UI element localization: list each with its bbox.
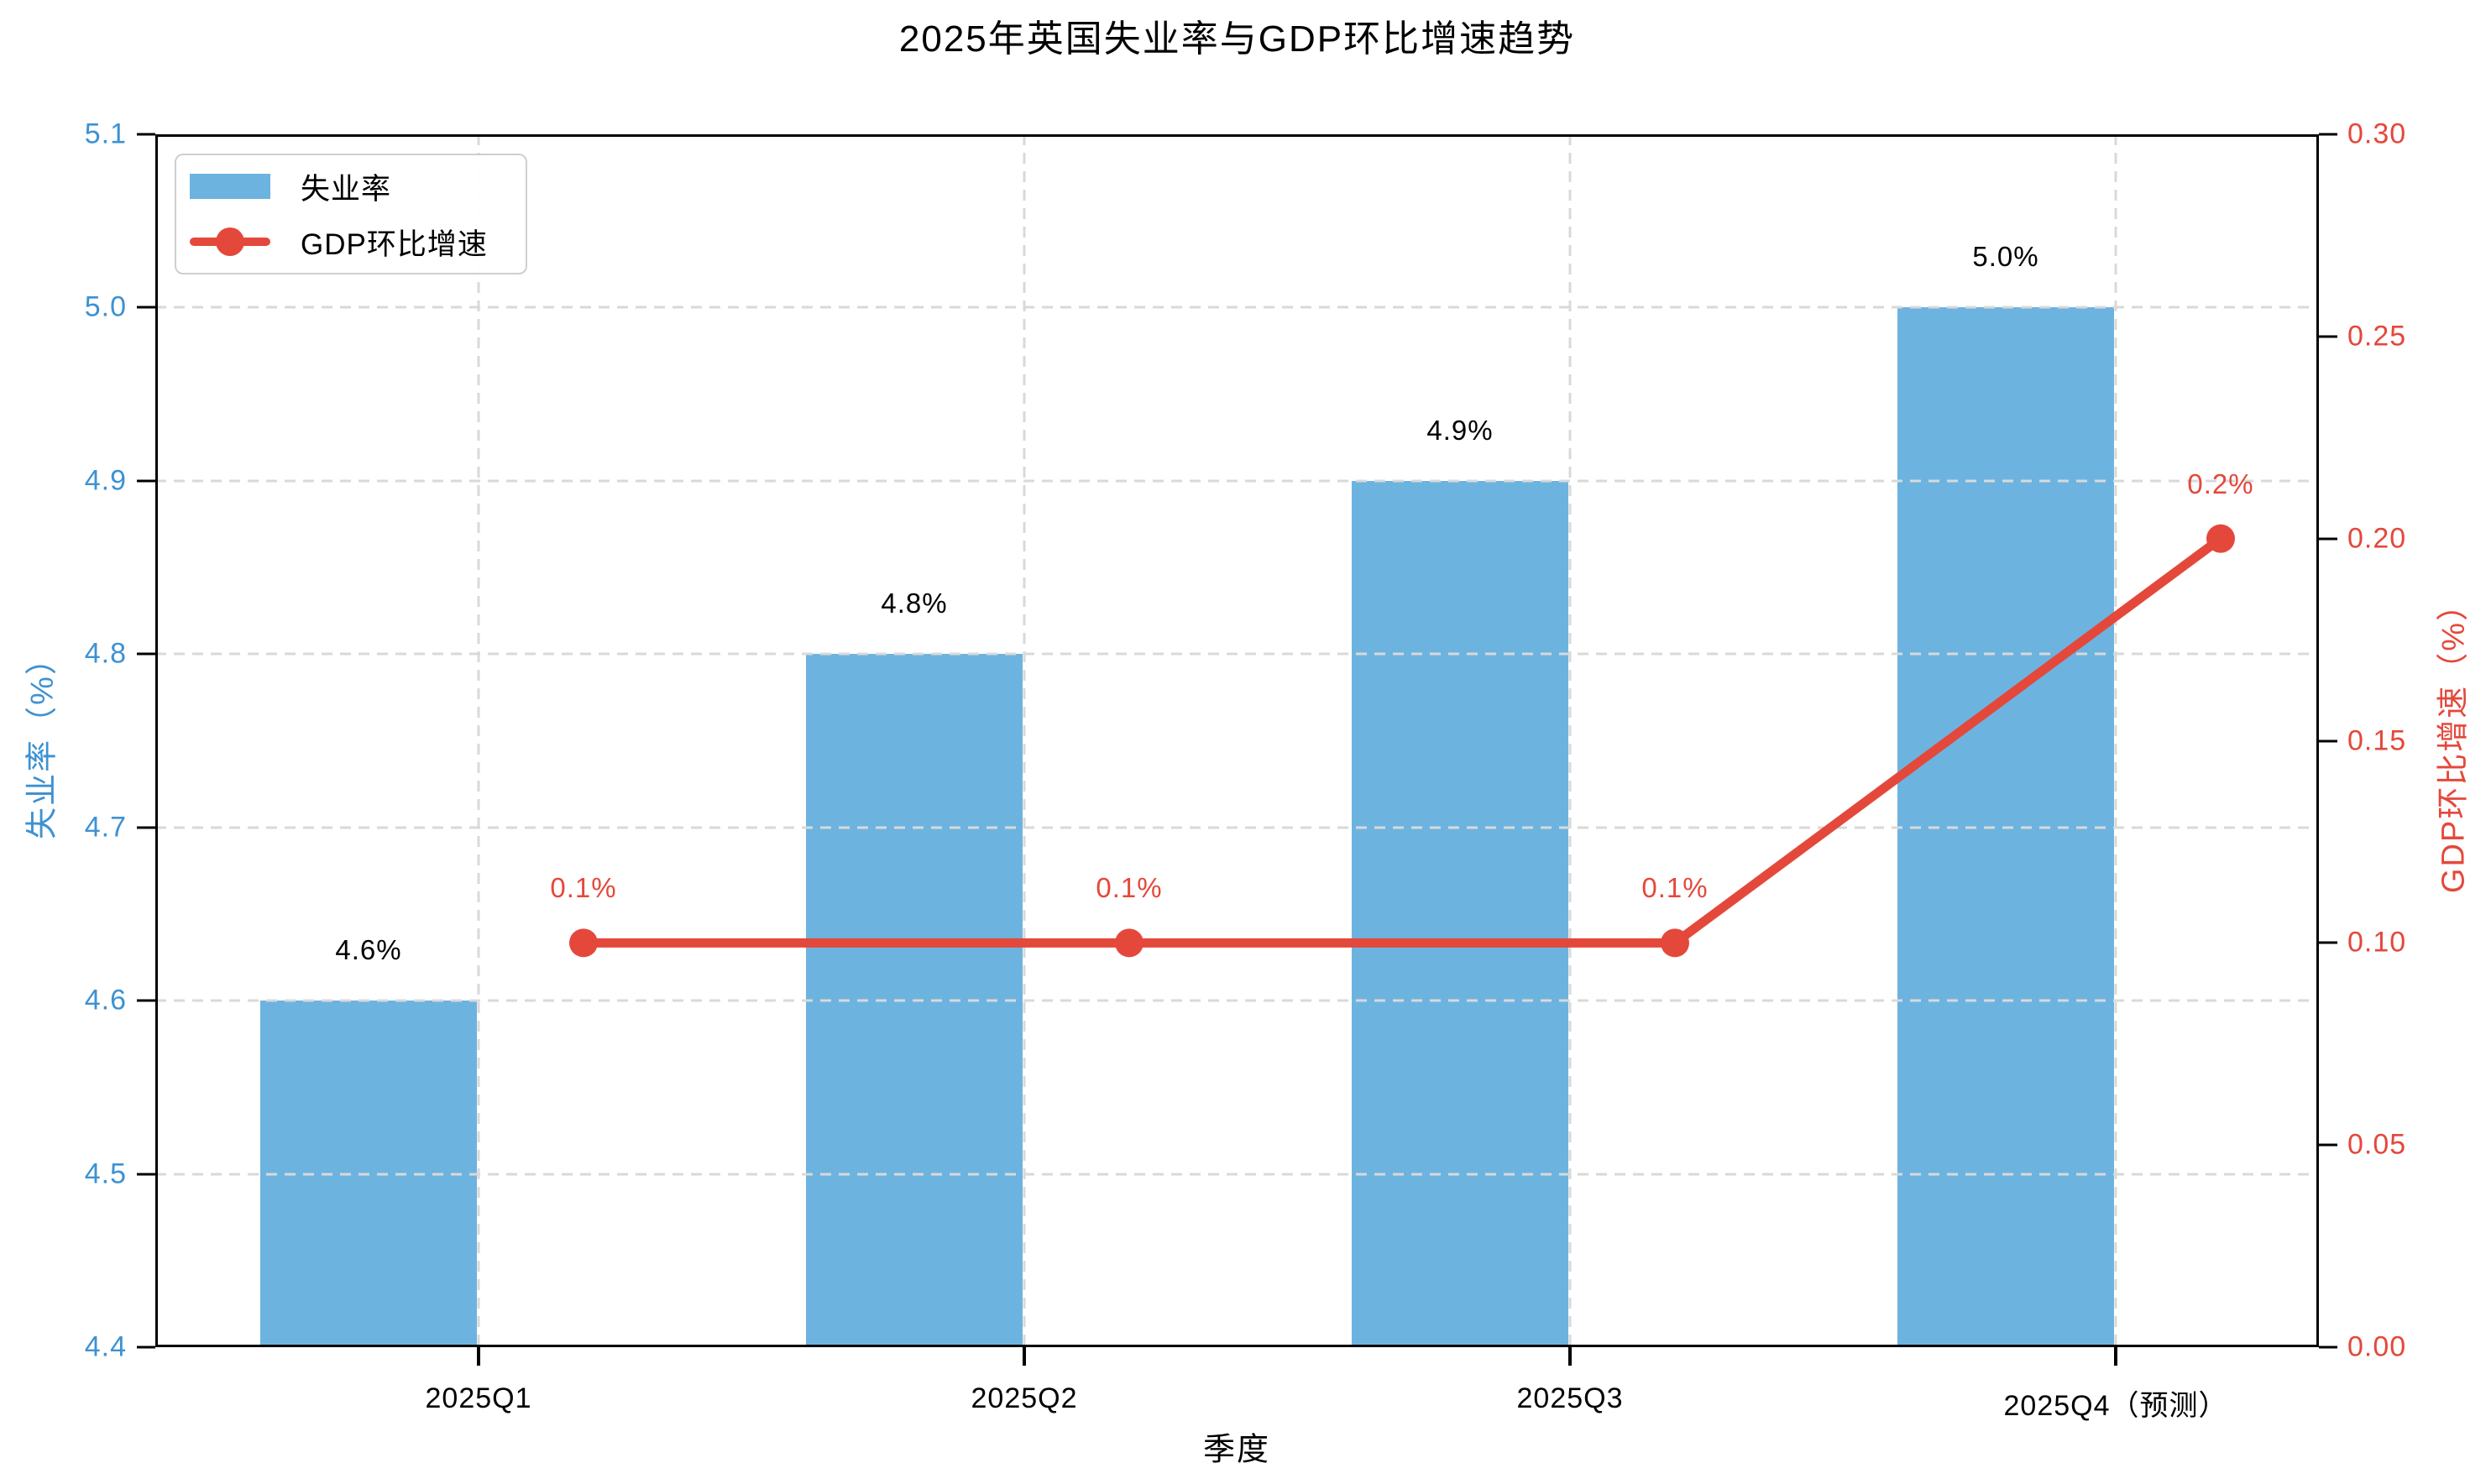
x-axis-title: 季度 (1202, 1432, 1271, 1468)
bar-value-label: 4.9% (1426, 414, 1494, 446)
left-tick-mark (137, 306, 155, 309)
legend-line-swatch-icon (190, 225, 270, 259)
x-tick-mark (1568, 1347, 1572, 1366)
v-gridline (1568, 134, 1572, 1347)
right-tick-label: 0.25 (2347, 320, 2407, 353)
bar-swatch (190, 174, 270, 199)
left-tick-label: 5.0 (84, 290, 127, 323)
v-gridline (477, 134, 480, 1347)
line-value-label: 0.2% (2187, 468, 2254, 499)
h-gridline (155, 306, 2319, 309)
value-labels-layer: 4.6% 4.8% 4.9% 5.0% 0.1% 0.1% 0.1% 0.2% (155, 134, 2319, 1347)
left-tick-mark (137, 1173, 155, 1176)
left-tick-label: 4.9 (84, 464, 127, 497)
right-tick-label: 0.30 (2347, 118, 2407, 150)
h-gridline (155, 826, 2319, 829)
left-tick-mark (137, 652, 155, 656)
legend: 失业率 GDP环比增速 (175, 154, 527, 274)
bar-value-label: 4.6% (335, 934, 402, 966)
right-tick-label: 0.00 (2347, 1330, 2407, 1363)
bar-value-label: 5.0% (1972, 241, 2039, 273)
x-tick-mark (1023, 1347, 1026, 1366)
line-marker (1115, 928, 1143, 958)
x-tick-mark (477, 1347, 480, 1366)
gridlines-layer (155, 134, 2319, 1347)
left-tick-label: 4.4 (84, 1330, 127, 1363)
line-marker (1661, 928, 1689, 958)
line-swatch (190, 227, 270, 256)
left-tick-mark (137, 999, 155, 1002)
legend-label: 失业率 (301, 172, 392, 206)
legend-bar-swatch-icon (190, 170, 270, 203)
right-tick-label: 0.15 (2347, 724, 2407, 756)
left-axis-title: 失业率（%） (24, 641, 60, 839)
left-tick-mark (137, 133, 155, 136)
left-tick-mark (137, 1346, 155, 1349)
right-tick-mark (2319, 1143, 2337, 1147)
left-tick-mark (137, 479, 155, 483)
h-gridline (155, 652, 2319, 656)
right-tick-mark (2319, 537, 2337, 541)
left-tick-label: 4.7 (84, 811, 127, 844)
h-gridline (155, 999, 2319, 1002)
x-tick-label: 2025Q3 (1516, 1382, 1624, 1414)
gdp-line-series (569, 524, 2235, 958)
x-tick-label: 2025Q2 (971, 1382, 1078, 1414)
bar-value-label: 4.8% (881, 588, 948, 619)
right-tick-mark (2319, 335, 2337, 338)
left-tick-label: 4.6 (84, 984, 127, 1016)
right-tick-mark (2319, 739, 2337, 742)
plot-area: 4.6% 4.8% 4.9% 5.0% 0.1% 0.1% 0.1% 0.2% 4.4 4.5 4… (85, 118, 2405, 1423)
chart-title: 2025年英国失业率与GDP环比增速趋势 (898, 18, 1576, 60)
line-value-label: 0.1% (550, 872, 617, 904)
line-value-label: 0.1% (1096, 872, 1163, 904)
right-tick-mark (2319, 133, 2337, 136)
bar (1352, 480, 1568, 1347)
right-tick-label: 0.20 (2347, 522, 2407, 555)
x-tick-label: 2025Q4（预测） (2003, 1390, 2228, 1422)
x-tick-mark (2114, 1347, 2117, 1366)
left-tick-label: 5.1 (84, 118, 127, 150)
x-tick-label: 2025Q1 (425, 1382, 532, 1414)
h-gridline (155, 479, 2319, 483)
right-tick-mark (2319, 1346, 2337, 1349)
right-tick-mark (2319, 941, 2337, 944)
left-tick-label: 4.8 (84, 637, 127, 670)
v-gridline (1023, 134, 1026, 1347)
right-tick-label: 0.05 (2347, 1128, 2407, 1161)
line-value-label: 0.1% (1641, 872, 1709, 904)
left-tick-mark (137, 826, 155, 829)
line-series-layer (155, 134, 2319, 1347)
left-tick-label: 4.5 (84, 1157, 127, 1190)
legend-item-gdp: GDP环比增速 (176, 214, 526, 269)
v-gridline (2114, 134, 2117, 1347)
line-marker (569, 928, 598, 958)
line-marker (2206, 524, 2235, 553)
marker-dot-icon (216, 227, 244, 256)
line-path (584, 535, 2224, 948)
right-axis-title: GDP环比增速（%） (2436, 587, 2472, 894)
h-gridline (155, 1173, 2319, 1176)
right-tick-label: 0.10 (2347, 926, 2407, 959)
legend-label: GDP环比增速 (301, 227, 488, 261)
legend-item-unemployment: 失业率 (176, 159, 526, 214)
